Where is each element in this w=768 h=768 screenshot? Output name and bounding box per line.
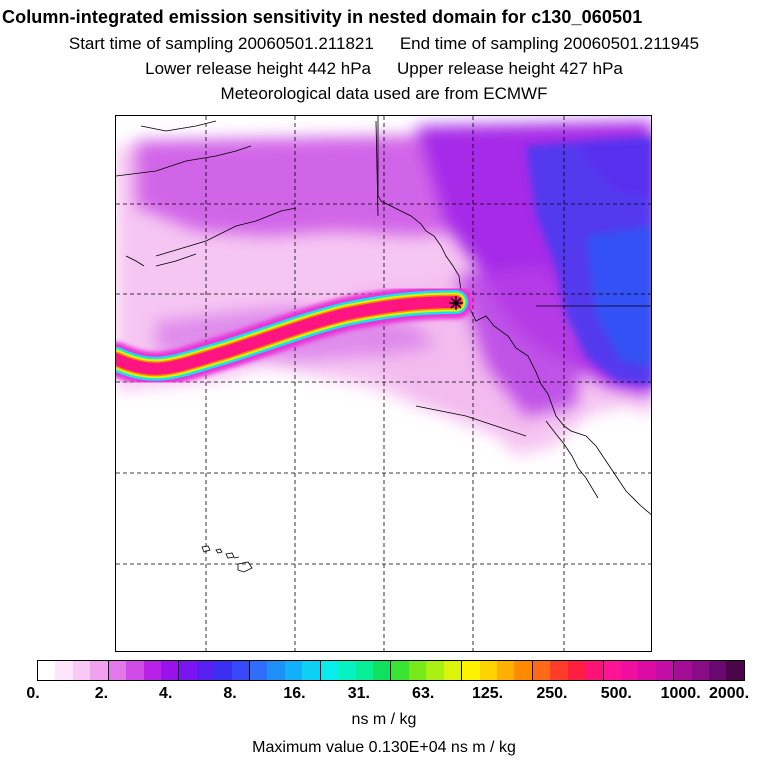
colorbar-segment <box>72 661 91 680</box>
colorbar <box>37 660 745 681</box>
end-time-label: End time of sampling 20060501.211945 <box>399 34 700 53</box>
colorbar-segment <box>302 661 320 680</box>
colorbar-segment <box>550 661 568 680</box>
colorbar-segment <box>585 661 603 680</box>
start-time-label: Start time of sampling 20060501.211821 <box>68 34 374 53</box>
colorbar-tick-label: 2. <box>94 685 109 702</box>
colorbar-tick-label: 31. <box>347 685 370 702</box>
sampling-time-line: Start time of sampling 20060501.211821 En… <box>0 34 768 54</box>
release-height-line: Lower release height 442 hPa Upper releas… <box>0 59 768 79</box>
colorbar-segment <box>443 661 462 680</box>
colorbar-segment <box>514 661 532 680</box>
colorbar-segment <box>655 661 674 680</box>
met-data-line: Meteorological data used are from ECMWF <box>220 84 548 103</box>
sensitivity-map <box>115 115 652 652</box>
colorbar-segment <box>496 661 515 680</box>
colorbar-units: ns m / kg <box>351 711 417 728</box>
colorbar-tick-label: 125. <box>471 685 504 702</box>
colorbar-segment <box>479 661 497 680</box>
colorbar-segment <box>178 661 197 680</box>
colorbar-segment <box>107 661 127 680</box>
colorbar-segment <box>284 661 303 680</box>
colorbar-tick-label: 250. <box>536 685 568 702</box>
plume <box>116 285 473 386</box>
colorbar-segment <box>531 661 551 680</box>
colorbar-segment <box>55 661 73 680</box>
colorbar-segment <box>373 661 391 680</box>
colorbar-segment <box>126 661 144 680</box>
colorbar-segment <box>319 661 339 680</box>
colorbar-segment <box>691 661 710 680</box>
colorbar-tick-label: 8. <box>223 685 237 702</box>
colorbar-tick-label: 500. <box>600 685 632 702</box>
colorbar-segment <box>231 661 250 680</box>
colorbar-segment <box>567 661 586 680</box>
upper-release-height-label: Upper release height 427 hPa <box>397 59 623 78</box>
colorbar-segment <box>408 661 427 680</box>
colorbar-segment <box>390 661 409 680</box>
colorbar-tick-label: 2000. <box>708 685 750 702</box>
colorbar-segment <box>709 661 727 680</box>
colorbar-segment <box>214 661 232 680</box>
colorbar-segment <box>638 661 656 680</box>
colorbar-segment <box>602 661 621 680</box>
colorbar-segment <box>461 661 480 680</box>
colorbar-segment <box>38 661 56 680</box>
release-point-star <box>449 296 463 310</box>
colorbar-segment <box>673 661 692 680</box>
hawaii-islands <box>201 545 253 573</box>
colorbar-tick-label: 4. <box>159 685 173 702</box>
colorbar-segment <box>267 661 285 680</box>
plot-title: Column-integrated emission sensitivity i… <box>2 7 643 27</box>
colorbar-tick-label: 0. <box>26 685 40 702</box>
colorbar-segment <box>620 661 639 680</box>
colorbar-segment <box>143 661 161 680</box>
colorbar-tick-label: 63. <box>412 685 435 702</box>
colorbar-tick-label: 1000. <box>660 685 701 702</box>
colorbar-segment <box>338 661 356 680</box>
colorbar-segment <box>196 661 215 680</box>
map-canvas <box>116 116 651 651</box>
colorbar-segment <box>90 661 108 680</box>
colorbar-segment <box>160 661 179 680</box>
colorbar-segment <box>726 661 744 680</box>
colorbar-segment <box>355 661 374 680</box>
maximum-value-label: Maximum value 0.130E+04 ns m / kg <box>252 739 516 756</box>
lower-release-height-label: Lower release height 442 hPa <box>145 59 371 78</box>
sensitivity-field-high <box>526 136 651 386</box>
colorbar-segment <box>249 661 268 680</box>
colorbar-segment <box>426 661 444 680</box>
colorbar-tick-label: 16. <box>283 685 306 702</box>
